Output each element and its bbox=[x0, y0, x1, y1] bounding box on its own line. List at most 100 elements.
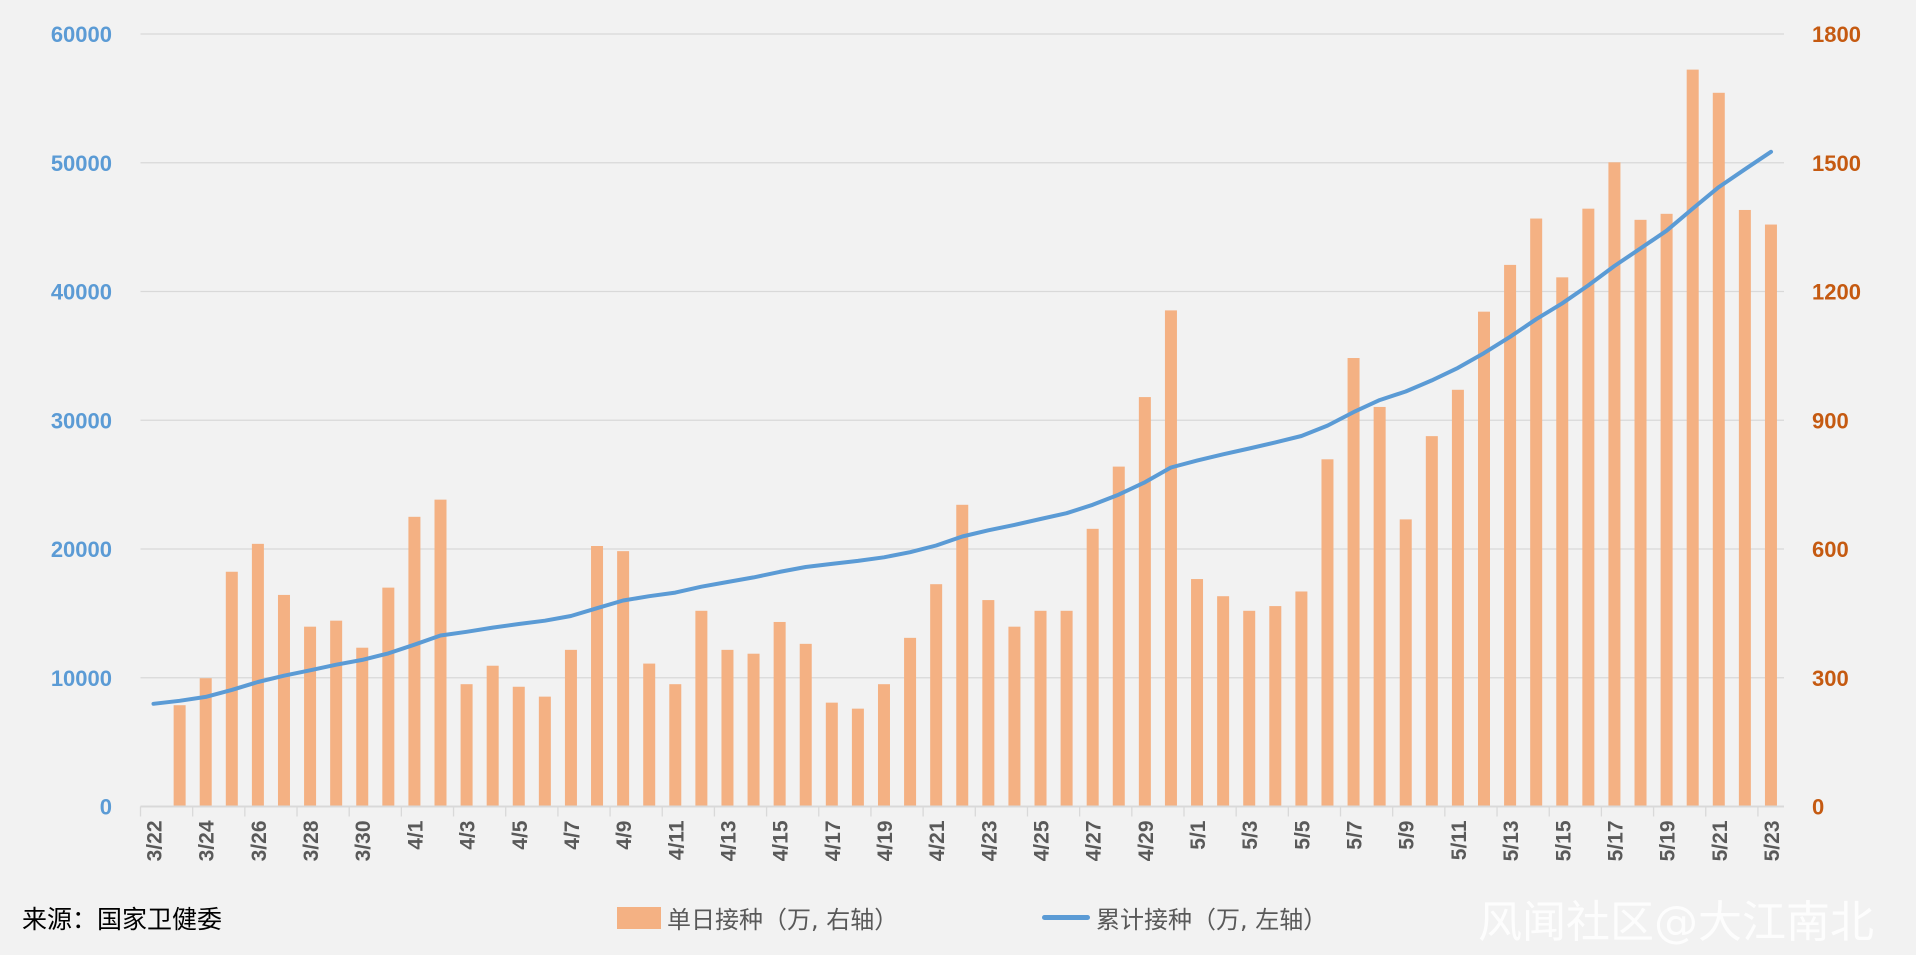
x-axis-tick-label: 5/13 bbox=[1500, 821, 1523, 862]
right-axis-tick-label: 1500 bbox=[1812, 151, 1861, 176]
x-axis-tick-label: 4/29 bbox=[1135, 821, 1158, 862]
x-axis-tick-label: 3/24 bbox=[196, 820, 219, 861]
bar bbox=[1634, 219, 1647, 807]
x-axis-tick-label: 4/21 bbox=[926, 820, 949, 861]
bar bbox=[1425, 436, 1438, 807]
bar bbox=[408, 516, 421, 807]
bar bbox=[1764, 224, 1777, 807]
x-axis-tick-label: 4/23 bbox=[978, 821, 1001, 862]
right-axis-tick-label: 900 bbox=[1812, 408, 1849, 433]
bar bbox=[799, 643, 812, 807]
bar bbox=[721, 649, 734, 807]
legend-bar-label: 单日接种（万, 右轴） bbox=[667, 906, 899, 934]
bar bbox=[1034, 610, 1047, 807]
bar bbox=[1451, 389, 1464, 807]
bar bbox=[1686, 69, 1699, 807]
x-axis-tick-label: 5/17 bbox=[1604, 821, 1627, 862]
bar bbox=[1556, 277, 1569, 807]
bar bbox=[304, 626, 317, 807]
legend-bar-swatch bbox=[617, 906, 661, 929]
bar bbox=[591, 545, 604, 807]
left-axis-tick-label: 50000 bbox=[51, 151, 112, 176]
bar bbox=[251, 543, 264, 807]
legend-item-line: 累计接种（万, 左轴） bbox=[1042, 900, 1327, 935]
bar bbox=[1321, 459, 1334, 807]
x-axis-tick-label: 4/5 bbox=[509, 820, 532, 850]
x-axis-tick-label: 4/27 bbox=[1083, 821, 1106, 862]
x-axis-tick-label: 5/7 bbox=[1344, 821, 1367, 850]
bar bbox=[695, 610, 708, 807]
x-axis-tick-label: 5/1 bbox=[1187, 820, 1210, 850]
bar bbox=[382, 587, 395, 807]
right-axis-tick-label: 1200 bbox=[1812, 280, 1861, 305]
x-axis-tick-label: 5/11 bbox=[1448, 820, 1471, 860]
bar bbox=[930, 584, 943, 807]
bar bbox=[1504, 264, 1517, 807]
bar bbox=[330, 620, 343, 807]
left-axis-tick-label: 0 bbox=[100, 795, 112, 820]
bar bbox=[1530, 218, 1543, 807]
left-axis-tick-label: 30000 bbox=[51, 408, 112, 433]
bar bbox=[773, 621, 786, 807]
bar bbox=[356, 647, 369, 807]
x-axis-tick-label: 4/11 bbox=[665, 820, 688, 860]
bar bbox=[982, 600, 995, 807]
bar bbox=[1582, 208, 1595, 807]
legend-item-bar: 单日接种（万, 右轴） bbox=[617, 900, 898, 935]
x-axis-tick-label: 3/28 bbox=[300, 820, 323, 861]
bar bbox=[1008, 626, 1021, 807]
x-axis-tick-label: 4/7 bbox=[561, 821, 584, 850]
bar bbox=[173, 705, 186, 807]
bar bbox=[538, 696, 551, 807]
bar bbox=[1191, 579, 1204, 807]
bar bbox=[1347, 358, 1360, 807]
bar bbox=[434, 499, 447, 807]
bar bbox=[1112, 466, 1125, 807]
bar bbox=[512, 686, 525, 807]
bar bbox=[956, 504, 969, 807]
source-note: 来源：国家卫健委 bbox=[22, 905, 223, 934]
bar bbox=[851, 708, 864, 807]
bar bbox=[1660, 213, 1673, 807]
bar bbox=[1086, 528, 1099, 807]
bar bbox=[669, 684, 682, 807]
bar bbox=[1477, 311, 1490, 807]
bar bbox=[1060, 610, 1073, 807]
x-axis-tick-label: 3/30 bbox=[352, 821, 375, 862]
right-axis-tick-label: 300 bbox=[1812, 666, 1849, 691]
legend-line-swatch bbox=[1042, 915, 1090, 920]
x-axis-tick-label: 4/13 bbox=[717, 821, 740, 862]
left-axis-tick-label: 10000 bbox=[51, 666, 112, 691]
left-axis-tick-label: 60000 bbox=[51, 22, 112, 47]
bar bbox=[1269, 606, 1282, 807]
bar bbox=[1399, 519, 1412, 807]
x-axis-tick-label: 4/1 bbox=[404, 820, 427, 850]
x-axis-tick-label: 3/26 bbox=[248, 821, 271, 862]
x-axis-tick-label: 4/3 bbox=[457, 821, 480, 850]
x-axis-tick-label: 4/9 bbox=[613, 821, 636, 850]
watermark: 风闻社区@大江南北 bbox=[1478, 897, 1874, 948]
cumulative-line bbox=[151, 149, 1773, 706]
x-axis-tick-label: 4/15 bbox=[770, 820, 793, 861]
x-axis-tick-label: 4/19 bbox=[874, 821, 897, 862]
left-axis-tick-label: 20000 bbox=[51, 537, 112, 562]
bar bbox=[1295, 591, 1308, 807]
bar bbox=[747, 653, 760, 807]
bar bbox=[1217, 596, 1230, 807]
x-axis-tick-label: 5/3 bbox=[1239, 821, 1262, 850]
bar bbox=[825, 702, 838, 807]
left-axis-tick-label: 40000 bbox=[51, 280, 112, 305]
bar bbox=[1738, 209, 1751, 807]
legend-line-label: 累计接种（万, 左轴） bbox=[1096, 906, 1328, 934]
bar bbox=[1164, 310, 1177, 807]
x-axis-tick-label: 4/25 bbox=[1031, 820, 1054, 861]
bar bbox=[877, 684, 890, 807]
bar bbox=[564, 649, 577, 807]
right-axis-tick-label: 0 bbox=[1812, 795, 1824, 820]
x-axis-tick-label: 5/23 bbox=[1761, 821, 1784, 862]
bar bbox=[1712, 92, 1725, 807]
bar bbox=[1373, 406, 1386, 807]
axes: 0 10000 20000 30000 40000 50000 60000 0 300 600 90… bbox=[51, 22, 1861, 861]
bar bbox=[1608, 162, 1621, 807]
